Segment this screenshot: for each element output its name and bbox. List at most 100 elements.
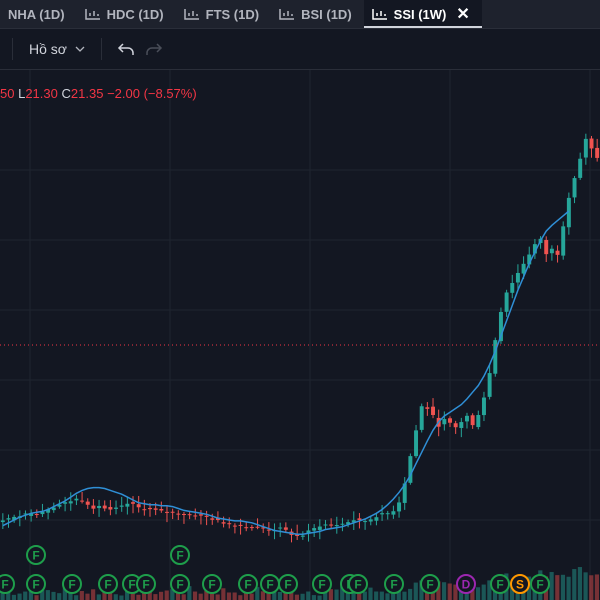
candle-body: [493, 340, 498, 374]
volume-bar: [560, 574, 566, 600]
volume-bar: [221, 588, 226, 600]
candle-body: [453, 423, 458, 428]
candle-body: [544, 239, 549, 255]
volume-bar: [391, 593, 396, 600]
close-value: 21.35: [70, 86, 104, 101]
event-marker-label: S: [516, 578, 524, 592]
undo-button[interactable]: [112, 35, 140, 63]
volume-bar: [28, 590, 33, 600]
volume-bar: [142, 591, 147, 600]
candle-body: [198, 514, 203, 516]
price-chart[interactable]: FFFFFFFFFFFFFFFFFFDFSF: [0, 70, 600, 600]
event-marker: [348, 574, 368, 594]
tab-ssi[interactable]: SSI (1W) ✕: [363, 0, 482, 28]
candle-body: [114, 507, 119, 509]
candle-body: [340, 523, 345, 525]
volume-bar: [204, 590, 209, 600]
candle-body: [329, 524, 334, 526]
volume-bar: [113, 594, 118, 600]
volume-bar: [68, 589, 73, 600]
tab-nha[interactable]: NHA (1D): [0, 0, 77, 28]
volume-bar: [413, 582, 418, 600]
candle-body: [187, 514, 192, 516]
divider: [12, 38, 13, 60]
candle-body: [306, 530, 311, 534]
candle-body: [408, 456, 413, 483]
volume-bar: [277, 591, 283, 600]
volume-bar: [300, 593, 305, 600]
volume-bar: [334, 589, 339, 600]
volume-bar: [136, 594, 141, 600]
event-marker: [278, 574, 298, 594]
profile-label: Hồ sơ: [29, 41, 67, 57]
volume-bar: [119, 595, 124, 600]
volume-bar: [289, 589, 294, 600]
candle-body: [532, 244, 537, 254]
event-marker-label: F: [496, 578, 503, 592]
candle-body: [80, 500, 85, 502]
volume-bar: [215, 594, 220, 600]
volume-bar: [260, 591, 266, 600]
event-marker-label: F: [390, 578, 397, 592]
event-marker-label: F: [32, 578, 39, 592]
candle-body: [380, 513, 385, 515]
candle-body: [153, 508, 158, 510]
volume-bar: [255, 587, 260, 600]
candle-body: [210, 518, 215, 520]
redo-button[interactable]: [140, 35, 168, 63]
candle-body: [515, 272, 520, 283]
volume-bar: [447, 583, 452, 600]
event-marker-label: F: [318, 578, 325, 592]
tab-fts[interactable]: FTS (1D): [176, 0, 271, 28]
candle-body: [232, 525, 237, 527]
volume-bar: [192, 591, 198, 600]
candle-body: [391, 511, 396, 515]
open-value-tail: 50: [0, 86, 15, 101]
volume-bar: [164, 590, 169, 600]
volume-bar: [23, 591, 28, 600]
candle-body: [57, 504, 62, 507]
candle-body: [357, 518, 362, 520]
volume-bar: [79, 591, 84, 600]
candle-body: [40, 511, 45, 515]
candle-body: [419, 406, 424, 430]
profile-dropdown[interactable]: Hồ sơ: [23, 41, 91, 57]
volume-bar: [509, 582, 515, 600]
volume-bar: [379, 591, 384, 600]
candle-body: [578, 158, 583, 178]
candle-body: [442, 419, 447, 425]
tab-hdc[interactable]: HDC (1D): [77, 0, 176, 28]
event-marker: [312, 574, 332, 594]
tab-label: FTS (1D): [205, 6, 260, 22]
volume-bar: [306, 591, 311, 600]
volume-bar: [238, 595, 243, 600]
chart-tab-icon: [279, 9, 295, 20]
volume-bar: [357, 591, 362, 600]
candle-body: [351, 520, 356, 523]
event-marker-label: D: [462, 578, 471, 592]
close-icon[interactable]: ✕: [456, 6, 470, 23]
candle-body: [498, 311, 503, 342]
volume-bar: [374, 591, 379, 600]
event-marker: [62, 574, 82, 594]
volume-bar: [475, 587, 481, 600]
volume-bar: [198, 593, 203, 600]
candle-body: [74, 498, 79, 501]
volume-bar: [368, 587, 373, 600]
candle-body: [459, 422, 464, 428]
volume-bar: [272, 589, 277, 600]
volume-bar: [102, 590, 107, 600]
candle-body: [448, 418, 452, 423]
close-label: C: [61, 86, 71, 101]
candle-body: [527, 254, 532, 265]
volume-bar: [362, 591, 367, 600]
volume-bar: [283, 588, 288, 600]
candle-body: [148, 507, 152, 510]
tab-bsi[interactable]: BSI (1D): [271, 0, 364, 28]
tab-label: HDC (1D): [106, 6, 164, 22]
candle-body: [334, 524, 339, 527]
event-marker-label: F: [128, 578, 135, 592]
event-marker-label: F: [142, 578, 149, 592]
candle-body: [12, 516, 17, 521]
candle-body: [23, 513, 28, 515]
